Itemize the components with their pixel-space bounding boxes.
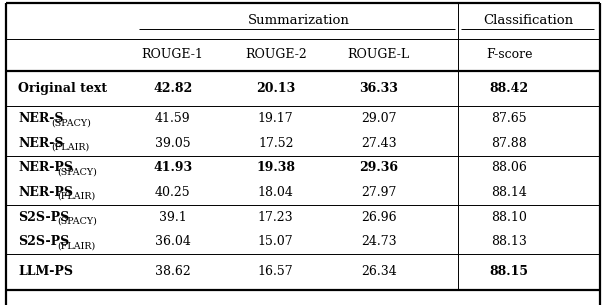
Text: NER-S: NER-S xyxy=(18,137,64,150)
Text: 88.15: 88.15 xyxy=(490,265,528,278)
Text: 19.38: 19.38 xyxy=(256,161,295,174)
Text: 88.13: 88.13 xyxy=(491,235,527,248)
Text: 26.96: 26.96 xyxy=(361,211,396,224)
Text: 88.06: 88.06 xyxy=(491,161,527,174)
Text: (SPACY): (SPACY) xyxy=(58,167,98,176)
Text: (FLAIR): (FLAIR) xyxy=(58,192,96,201)
Text: 17.52: 17.52 xyxy=(258,137,293,150)
Text: (FLAIR): (FLAIR) xyxy=(51,143,89,152)
Text: 17.23: 17.23 xyxy=(258,211,293,224)
Text: 39.05: 39.05 xyxy=(155,137,190,150)
Text: 15.07: 15.07 xyxy=(258,235,293,248)
Text: 26.34: 26.34 xyxy=(361,265,396,278)
Text: 19.17: 19.17 xyxy=(258,112,293,125)
Text: 20.13: 20.13 xyxy=(256,82,295,95)
Text: NER-S: NER-S xyxy=(18,112,64,125)
Text: (SPACY): (SPACY) xyxy=(58,217,98,226)
Text: NER-PS: NER-PS xyxy=(18,186,73,199)
Text: Classification: Classification xyxy=(484,14,574,27)
Text: 39.1: 39.1 xyxy=(159,211,187,224)
Text: ROUGE-2: ROUGE-2 xyxy=(245,48,307,61)
Text: 36.04: 36.04 xyxy=(155,235,191,248)
Text: 41.93: 41.93 xyxy=(153,161,192,174)
Text: 24.73: 24.73 xyxy=(361,235,396,248)
Text: 29.07: 29.07 xyxy=(361,112,396,125)
Text: ROUGE-1: ROUGE-1 xyxy=(142,48,204,61)
Text: 27.97: 27.97 xyxy=(361,186,396,199)
Text: 88.10: 88.10 xyxy=(491,211,527,224)
Text: 29.36: 29.36 xyxy=(359,161,398,174)
Text: 88.42: 88.42 xyxy=(490,82,528,95)
Text: NER-PS: NER-PS xyxy=(18,161,73,174)
Text: F-score: F-score xyxy=(486,48,532,61)
Text: 38.62: 38.62 xyxy=(155,265,190,278)
Text: S2S-PS: S2S-PS xyxy=(18,235,70,248)
Text: 42.82: 42.82 xyxy=(153,82,192,95)
Text: 36.33: 36.33 xyxy=(359,82,398,95)
Text: 27.43: 27.43 xyxy=(361,137,396,150)
Text: 16.57: 16.57 xyxy=(258,265,293,278)
Text: ROUGE-L: ROUGE-L xyxy=(348,48,410,61)
Text: 88.14: 88.14 xyxy=(491,186,527,199)
Text: LLM-PS: LLM-PS xyxy=(18,265,73,278)
Text: Summarization: Summarization xyxy=(247,14,350,27)
Text: S2S-PS: S2S-PS xyxy=(18,211,70,224)
Text: (SPACY): (SPACY) xyxy=(51,118,91,127)
Text: 87.88: 87.88 xyxy=(491,137,527,150)
Text: (FLAIR): (FLAIR) xyxy=(58,241,96,250)
Text: 40.25: 40.25 xyxy=(155,186,190,199)
Text: 41.59: 41.59 xyxy=(155,112,190,125)
Text: Original text: Original text xyxy=(18,82,107,95)
Text: 18.04: 18.04 xyxy=(258,186,294,199)
Text: 87.65: 87.65 xyxy=(491,112,527,125)
